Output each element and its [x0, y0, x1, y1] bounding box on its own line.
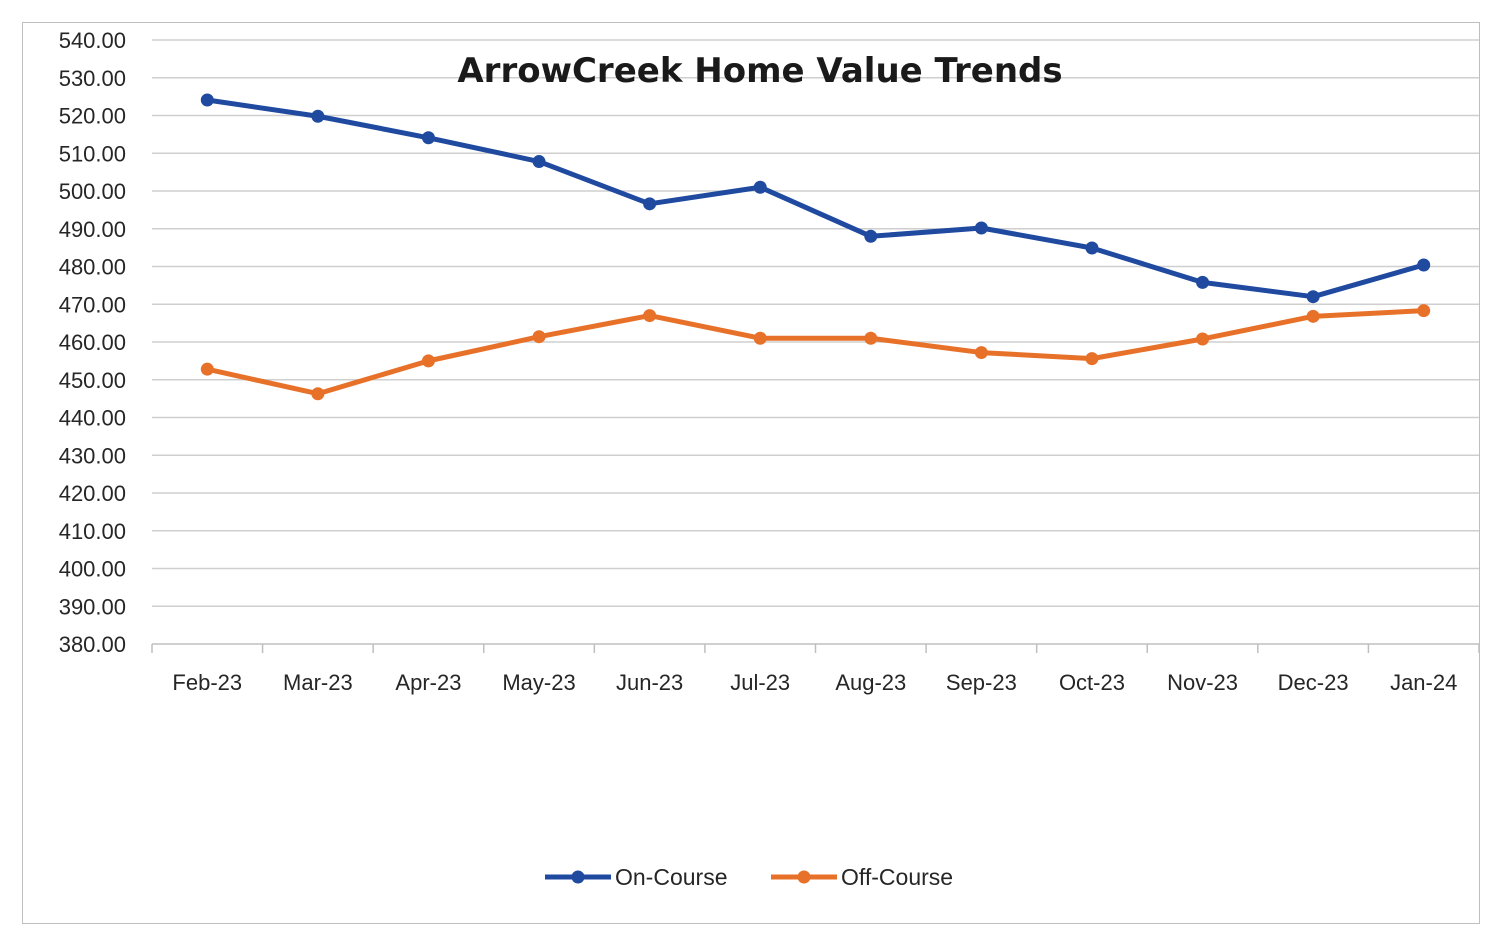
legend-label: Off-Course	[841, 864, 953, 890]
y-tick-label: 460.00	[59, 330, 126, 355]
data-point[interactable]	[200, 362, 214, 376]
data-point[interactable]	[974, 346, 988, 360]
data-point[interactable]	[1196, 275, 1210, 289]
x-tick-label: May-23	[502, 670, 575, 695]
y-tick-label: 450.00	[59, 368, 126, 393]
chart-frame	[22, 22, 1480, 924]
x-axis: Feb-23 Mar-23 Apr-23 May-23 Jun-23 Jul-23 Aug-…	[151, 643, 1480, 695]
data-point[interactable]	[421, 354, 435, 368]
data-point[interactable]	[200, 93, 214, 107]
x-tick-label: Jan-24	[1390, 670, 1457, 695]
series-on-course	[200, 93, 1431, 304]
data-point[interactable]	[1085, 352, 1099, 366]
y-tick-label: 490.00	[59, 217, 126, 242]
y-tick-label: 380.00	[59, 632, 126, 657]
data-point[interactable]	[1196, 332, 1210, 346]
data-point[interactable]	[532, 155, 546, 169]
legend-swatch-marker	[797, 870, 811, 884]
x-tick-label: Feb-23	[172, 670, 242, 695]
y-tick-label: 510.00	[59, 141, 126, 166]
x-tick-label: Dec-23	[1278, 670, 1349, 695]
data-point[interactable]	[1417, 304, 1431, 318]
y-tick-label: 390.00	[59, 594, 126, 619]
y-tick-label: 410.00	[59, 519, 126, 544]
legend-item[interactable]: On-Course	[545, 864, 727, 890]
legend[interactable]: On-Course Off-Course	[545, 864, 953, 890]
data-point[interactable]	[1085, 241, 1099, 255]
y-tick-label: 540.00	[59, 28, 126, 53]
data-point[interactable]	[421, 131, 435, 145]
data-point[interactable]	[311, 109, 325, 123]
x-tick-label: Aug-23	[835, 670, 906, 695]
data-point[interactable]	[753, 331, 767, 345]
x-tick-label: Apr-23	[395, 670, 461, 695]
legend-item[interactable]: Off-Course	[771, 864, 953, 890]
legend-swatch-marker	[571, 870, 585, 884]
y-tick-label: 420.00	[59, 481, 126, 506]
series-line	[204, 97, 1427, 300]
data-point[interactable]	[864, 331, 878, 345]
data-point[interactable]	[1306, 309, 1320, 323]
x-tick-label: Oct-23	[1059, 670, 1125, 695]
legend-label: On-Course	[615, 864, 727, 890]
y-axis: 540.00 530.00 520.00 510.00 500.00 490.00 480.…	[59, 28, 126, 657]
series-line	[204, 308, 1427, 397]
y-tick-label: 530.00	[59, 66, 126, 91]
x-tick-label: Jul-23	[730, 670, 790, 695]
y-tick-label: 480.00	[59, 255, 126, 280]
data-point[interactable]	[643, 309, 657, 323]
series-off-course	[200, 304, 1431, 401]
y-tick-label: 440.00	[59, 406, 126, 431]
chart-title: ArrowCreek Home Value Trends	[457, 51, 1062, 91]
data-point[interactable]	[643, 197, 657, 211]
y-tick-label: 500.00	[59, 179, 126, 204]
y-tick-label: 470.00	[59, 292, 126, 317]
data-point[interactable]	[753, 180, 767, 194]
data-point[interactable]	[864, 229, 878, 243]
x-tick-label: Mar-23	[283, 670, 353, 695]
data-point[interactable]	[532, 330, 546, 344]
data-point[interactable]	[1306, 290, 1320, 304]
y-tick-label: 430.00	[59, 443, 126, 468]
y-tick-label: 520.00	[59, 104, 126, 129]
series-layer	[200, 93, 1431, 401]
x-tick-label: Nov-23	[1167, 670, 1238, 695]
x-tick-label: Jun-23	[616, 670, 683, 695]
y-tick-label: 400.00	[59, 557, 126, 582]
data-point[interactable]	[311, 387, 325, 401]
data-point[interactable]	[1417, 258, 1431, 272]
data-point[interactable]	[974, 221, 988, 235]
x-tick-label: Sep-23	[946, 670, 1017, 695]
